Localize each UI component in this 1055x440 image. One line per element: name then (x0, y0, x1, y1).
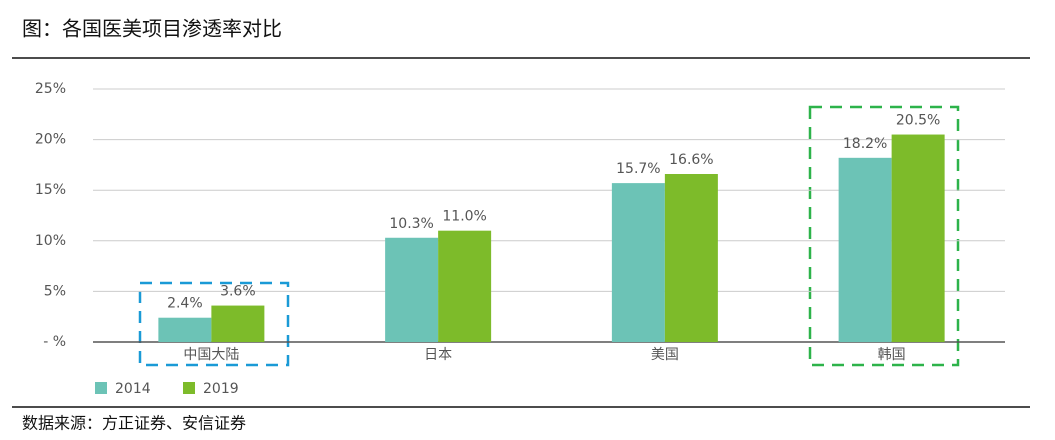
value-label: 18.2% (843, 136, 887, 152)
x-tick-label: 韩国 (878, 347, 906, 363)
value-label: 10.3% (389, 216, 433, 232)
legend-swatch (183, 382, 195, 394)
value-label: 3.6% (220, 284, 256, 300)
source-note: 数据来源：方正证券、安信证券 (22, 414, 246, 433)
x-tick-label: 中国大陆 (183, 347, 239, 363)
bar (611, 183, 665, 342)
highlight-box (138, 281, 290, 367)
value-label: 2.4% (167, 296, 203, 312)
value-label: 20.5% (896, 113, 940, 129)
y-tick-label: - % (43, 334, 66, 350)
x-tick-label: 美国 (651, 347, 679, 363)
bar (438, 230, 492, 342)
bar (664, 174, 718, 342)
chart-title: 图：各国医美项目渗透率对比 (22, 17, 282, 41)
value-label: 16.6% (669, 152, 713, 168)
x-tick-label: 日本 (424, 347, 452, 363)
y-tick-label: 15% (35, 182, 66, 198)
y-tick-label: 25% (35, 81, 66, 97)
legend-swatch (95, 382, 107, 394)
value-label: 11.0% (442, 209, 486, 225)
y-tick-label: 20% (35, 132, 66, 148)
legend-label: 2019 (203, 381, 239, 397)
y-tick-label: 10% (35, 233, 66, 249)
legend-label: 2014 (115, 381, 151, 397)
bar (838, 157, 892, 342)
bar (211, 305, 265, 342)
bar (158, 317, 212, 342)
highlight-box (808, 105, 960, 367)
y-tick-label: 5% (44, 283, 66, 299)
bar (891, 134, 945, 342)
value-label: 15.7% (616, 161, 660, 177)
bar (385, 237, 439, 342)
